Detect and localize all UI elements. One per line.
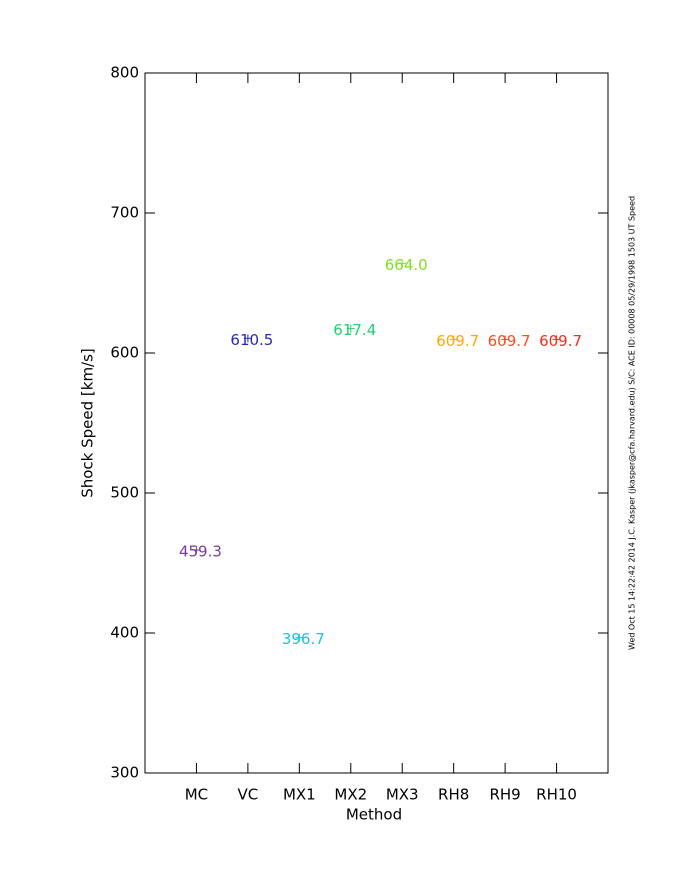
point: [398, 259, 407, 268]
x-axis-label: Method: [346, 806, 402, 824]
data-label: 609.7: [488, 332, 531, 350]
x-tick-label: RH9: [489, 786, 520, 804]
y-tick-label: 700: [110, 204, 139, 222]
point: [295, 633, 304, 642]
x-tick-label: MC: [185, 786, 208, 804]
y-tick-label: 600: [110, 344, 139, 362]
data-label: 459.3: [179, 542, 222, 560]
point: [449, 335, 458, 344]
data-label: 396.7: [282, 630, 325, 648]
point: [243, 334, 252, 343]
point: [192, 545, 201, 554]
x-tick-label: MX2: [334, 786, 367, 804]
y-tick-label: 400: [110, 624, 139, 642]
y-axis-label: Shock Speed [km/s]: [79, 348, 97, 498]
data-label: 609.7: [539, 332, 582, 350]
data-label: 610.5: [230, 331, 273, 349]
x-tick-label: VC: [238, 786, 259, 804]
x-tick-label: MX1: [283, 786, 316, 804]
x-tick-label: MX3: [386, 786, 419, 804]
y-tick-label: 500: [110, 484, 139, 502]
plot-frame: [144, 72, 609, 774]
data-label: 664.0: [385, 256, 428, 274]
point: [501, 335, 510, 344]
point: [552, 335, 561, 344]
y-tick-label: 800: [110, 64, 139, 82]
y-tick-label: 300: [110, 764, 139, 782]
annotation: Wed Oct 15 14:22:42 2014 J.C. Kasper (jk…: [628, 196, 637, 650]
data-label: 609.7: [436, 332, 479, 350]
x-tick-label: RH10: [536, 786, 577, 804]
point: [346, 324, 355, 333]
data-label: 617.4: [333, 321, 376, 339]
x-tick-label: RH8: [438, 786, 469, 804]
